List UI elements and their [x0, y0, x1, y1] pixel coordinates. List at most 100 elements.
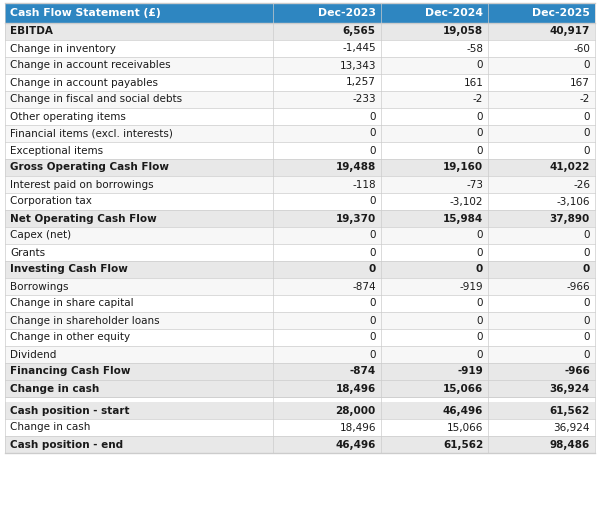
- Text: 0: 0: [370, 298, 376, 309]
- Text: 61,562: 61,562: [443, 439, 483, 449]
- Text: Change in cash: Change in cash: [10, 383, 99, 393]
- Text: -60: -60: [573, 43, 590, 54]
- Text: Capex (net): Capex (net): [10, 230, 71, 240]
- Text: 0: 0: [477, 230, 483, 240]
- Text: Change in account receivables: Change in account receivables: [10, 61, 170, 71]
- Bar: [5, 227, 595, 244]
- Text: 0: 0: [583, 230, 590, 240]
- Text: -2: -2: [580, 94, 590, 105]
- Text: EBITDA: EBITDA: [10, 26, 53, 36]
- Text: Dividend: Dividend: [10, 349, 56, 360]
- Bar: [5, 402, 595, 419]
- Bar: [5, 261, 595, 278]
- Text: Dec-2025: Dec-2025: [532, 8, 590, 18]
- Text: 0: 0: [583, 298, 590, 309]
- Text: -73: -73: [466, 179, 483, 189]
- Text: 18,496: 18,496: [340, 423, 376, 432]
- Text: 19,488: 19,488: [335, 163, 376, 173]
- Bar: [5, 3, 595, 23]
- Text: 167: 167: [570, 77, 590, 87]
- Text: 0: 0: [370, 196, 376, 207]
- Text: 36,924: 36,924: [554, 423, 590, 432]
- Text: 15,984: 15,984: [443, 214, 483, 224]
- Text: 0: 0: [583, 112, 590, 122]
- Text: 19,058: 19,058: [443, 26, 483, 36]
- Text: Exceptional items: Exceptional items: [10, 145, 103, 156]
- Text: 0: 0: [477, 247, 483, 258]
- Text: -919: -919: [460, 281, 483, 291]
- Text: Grants: Grants: [10, 247, 45, 258]
- Text: 0: 0: [370, 332, 376, 342]
- Text: -58: -58: [466, 43, 483, 54]
- Text: -118: -118: [352, 179, 376, 189]
- Text: Cash position - start: Cash position - start: [10, 406, 130, 416]
- Bar: [5, 346, 595, 363]
- Text: 28,000: 28,000: [335, 406, 376, 416]
- Text: 41,022: 41,022: [550, 163, 590, 173]
- Text: 0: 0: [477, 145, 483, 156]
- Text: 13,343: 13,343: [340, 61, 376, 71]
- Text: Other operating items: Other operating items: [10, 112, 126, 122]
- Text: 19,160: 19,160: [443, 163, 483, 173]
- Text: 0: 0: [477, 61, 483, 71]
- Text: Change in account payables: Change in account payables: [10, 77, 158, 87]
- Bar: [5, 397, 595, 402]
- Bar: [5, 295, 595, 312]
- Text: Dec-2024: Dec-2024: [425, 8, 483, 18]
- Bar: [5, 142, 595, 159]
- Bar: [5, 74, 595, 91]
- Text: 0: 0: [476, 265, 483, 275]
- Text: 15,066: 15,066: [447, 423, 483, 432]
- Text: -874: -874: [350, 367, 376, 377]
- Bar: [5, 40, 595, 57]
- Text: 0: 0: [583, 128, 590, 138]
- Text: Change in shareholder loans: Change in shareholder loans: [10, 316, 160, 326]
- Text: 0: 0: [370, 145, 376, 156]
- Bar: [5, 329, 595, 346]
- Text: 0: 0: [370, 316, 376, 326]
- Text: Change in cash: Change in cash: [10, 423, 91, 432]
- Text: 0: 0: [477, 298, 483, 309]
- Text: Investing Cash Flow: Investing Cash Flow: [10, 265, 128, 275]
- Text: 0: 0: [368, 265, 376, 275]
- Bar: [5, 436, 595, 453]
- Text: 98,486: 98,486: [550, 439, 590, 449]
- Text: 0: 0: [583, 247, 590, 258]
- Text: 46,496: 46,496: [335, 439, 376, 449]
- Text: 0: 0: [583, 332, 590, 342]
- Text: 15,066: 15,066: [443, 383, 483, 393]
- Text: 0: 0: [370, 112, 376, 122]
- Text: Change in other equity: Change in other equity: [10, 332, 130, 342]
- Text: Financing Cash Flow: Financing Cash Flow: [10, 367, 131, 377]
- Text: Cash Flow Statement (£): Cash Flow Statement (£): [10, 8, 161, 18]
- Bar: [5, 244, 595, 261]
- Text: 0: 0: [370, 349, 376, 360]
- Text: -233: -233: [352, 94, 376, 105]
- Text: 0: 0: [477, 332, 483, 342]
- Text: 46,496: 46,496: [443, 406, 483, 416]
- Text: 0: 0: [370, 128, 376, 138]
- Text: 0: 0: [370, 247, 376, 258]
- Text: 0: 0: [477, 349, 483, 360]
- Text: -919: -919: [457, 367, 483, 377]
- Text: 0: 0: [583, 145, 590, 156]
- Text: -874: -874: [352, 281, 376, 291]
- Text: -26: -26: [573, 179, 590, 189]
- Text: 0: 0: [583, 61, 590, 71]
- Text: 61,562: 61,562: [550, 406, 590, 416]
- Text: Change in share capital: Change in share capital: [10, 298, 134, 309]
- Text: Change in fiscal and social debts: Change in fiscal and social debts: [10, 94, 182, 105]
- Text: 0: 0: [477, 112, 483, 122]
- Bar: [5, 108, 595, 125]
- Text: -1,445: -1,445: [342, 43, 376, 54]
- Text: -966: -966: [564, 367, 590, 377]
- Bar: [5, 125, 595, 142]
- Text: -3,106: -3,106: [557, 196, 590, 207]
- Bar: [5, 312, 595, 329]
- Bar: [5, 419, 595, 436]
- Bar: [5, 380, 595, 397]
- Text: 18,496: 18,496: [335, 383, 376, 393]
- Text: Financial items (excl. interests): Financial items (excl. interests): [10, 128, 173, 138]
- Text: 1,257: 1,257: [346, 77, 376, 87]
- Text: 40,917: 40,917: [550, 26, 590, 36]
